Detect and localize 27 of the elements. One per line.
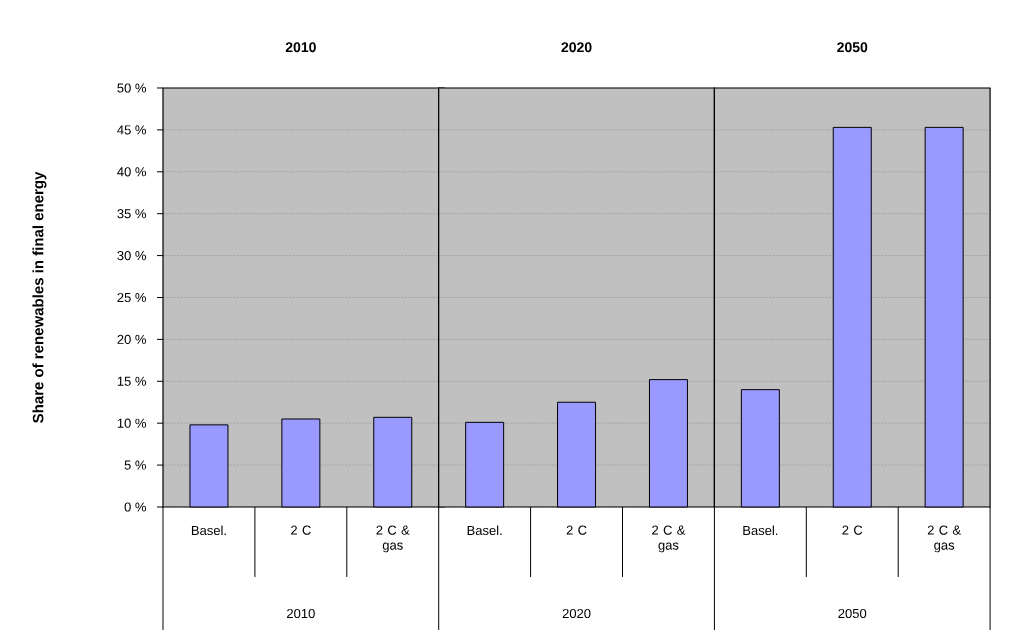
x-tick-label: Basel. bbox=[467, 525, 502, 536]
y-tick-label: 30 % bbox=[117, 250, 146, 261]
x-axis-title: 2010 bbox=[287, 608, 315, 619]
y-tick-label: 0 % bbox=[124, 502, 147, 512]
y-tick-label: 10 % bbox=[117, 418, 146, 428]
chart-title: 2050 bbox=[837, 42, 868, 53]
x-tick-label: Basel. bbox=[191, 525, 226, 536]
y-tick-label: 20 % bbox=[117, 334, 146, 344]
x-axis-title: 2050 bbox=[838, 608, 867, 619]
x-tick-label: 2 C bbox=[842, 525, 863, 535]
x-tick-label: 2 C & gas bbox=[376, 525, 410, 553]
x-tick-label: 2 C & gas bbox=[652, 525, 686, 553]
y-tick-label: 40 % bbox=[117, 167, 146, 177]
x-tick-label: 2 C bbox=[566, 525, 587, 535]
y-tick-label: 50 % bbox=[117, 83, 146, 93]
y-tick-label: 45 % bbox=[117, 125, 146, 135]
x-axis-title: 2020 bbox=[562, 608, 591, 619]
y-tick-label: 25 % bbox=[117, 292, 146, 303]
y-axis-title: Share of renewables in final energy bbox=[32, 171, 47, 423]
x-tick-label: Basel. bbox=[743, 525, 778, 536]
y-tick-label: 15 % bbox=[117, 376, 146, 386]
chart-title: 2010 bbox=[285, 42, 316, 53]
x-tick-label: 2 C & gas bbox=[927, 525, 961, 553]
x-tick-label: 2 C bbox=[291, 525, 311, 535]
y-tick-label: 35 % bbox=[117, 209, 146, 219]
chart-title: 2020 bbox=[561, 42, 592, 53]
y-tick-label: 5 % bbox=[124, 460, 147, 470]
